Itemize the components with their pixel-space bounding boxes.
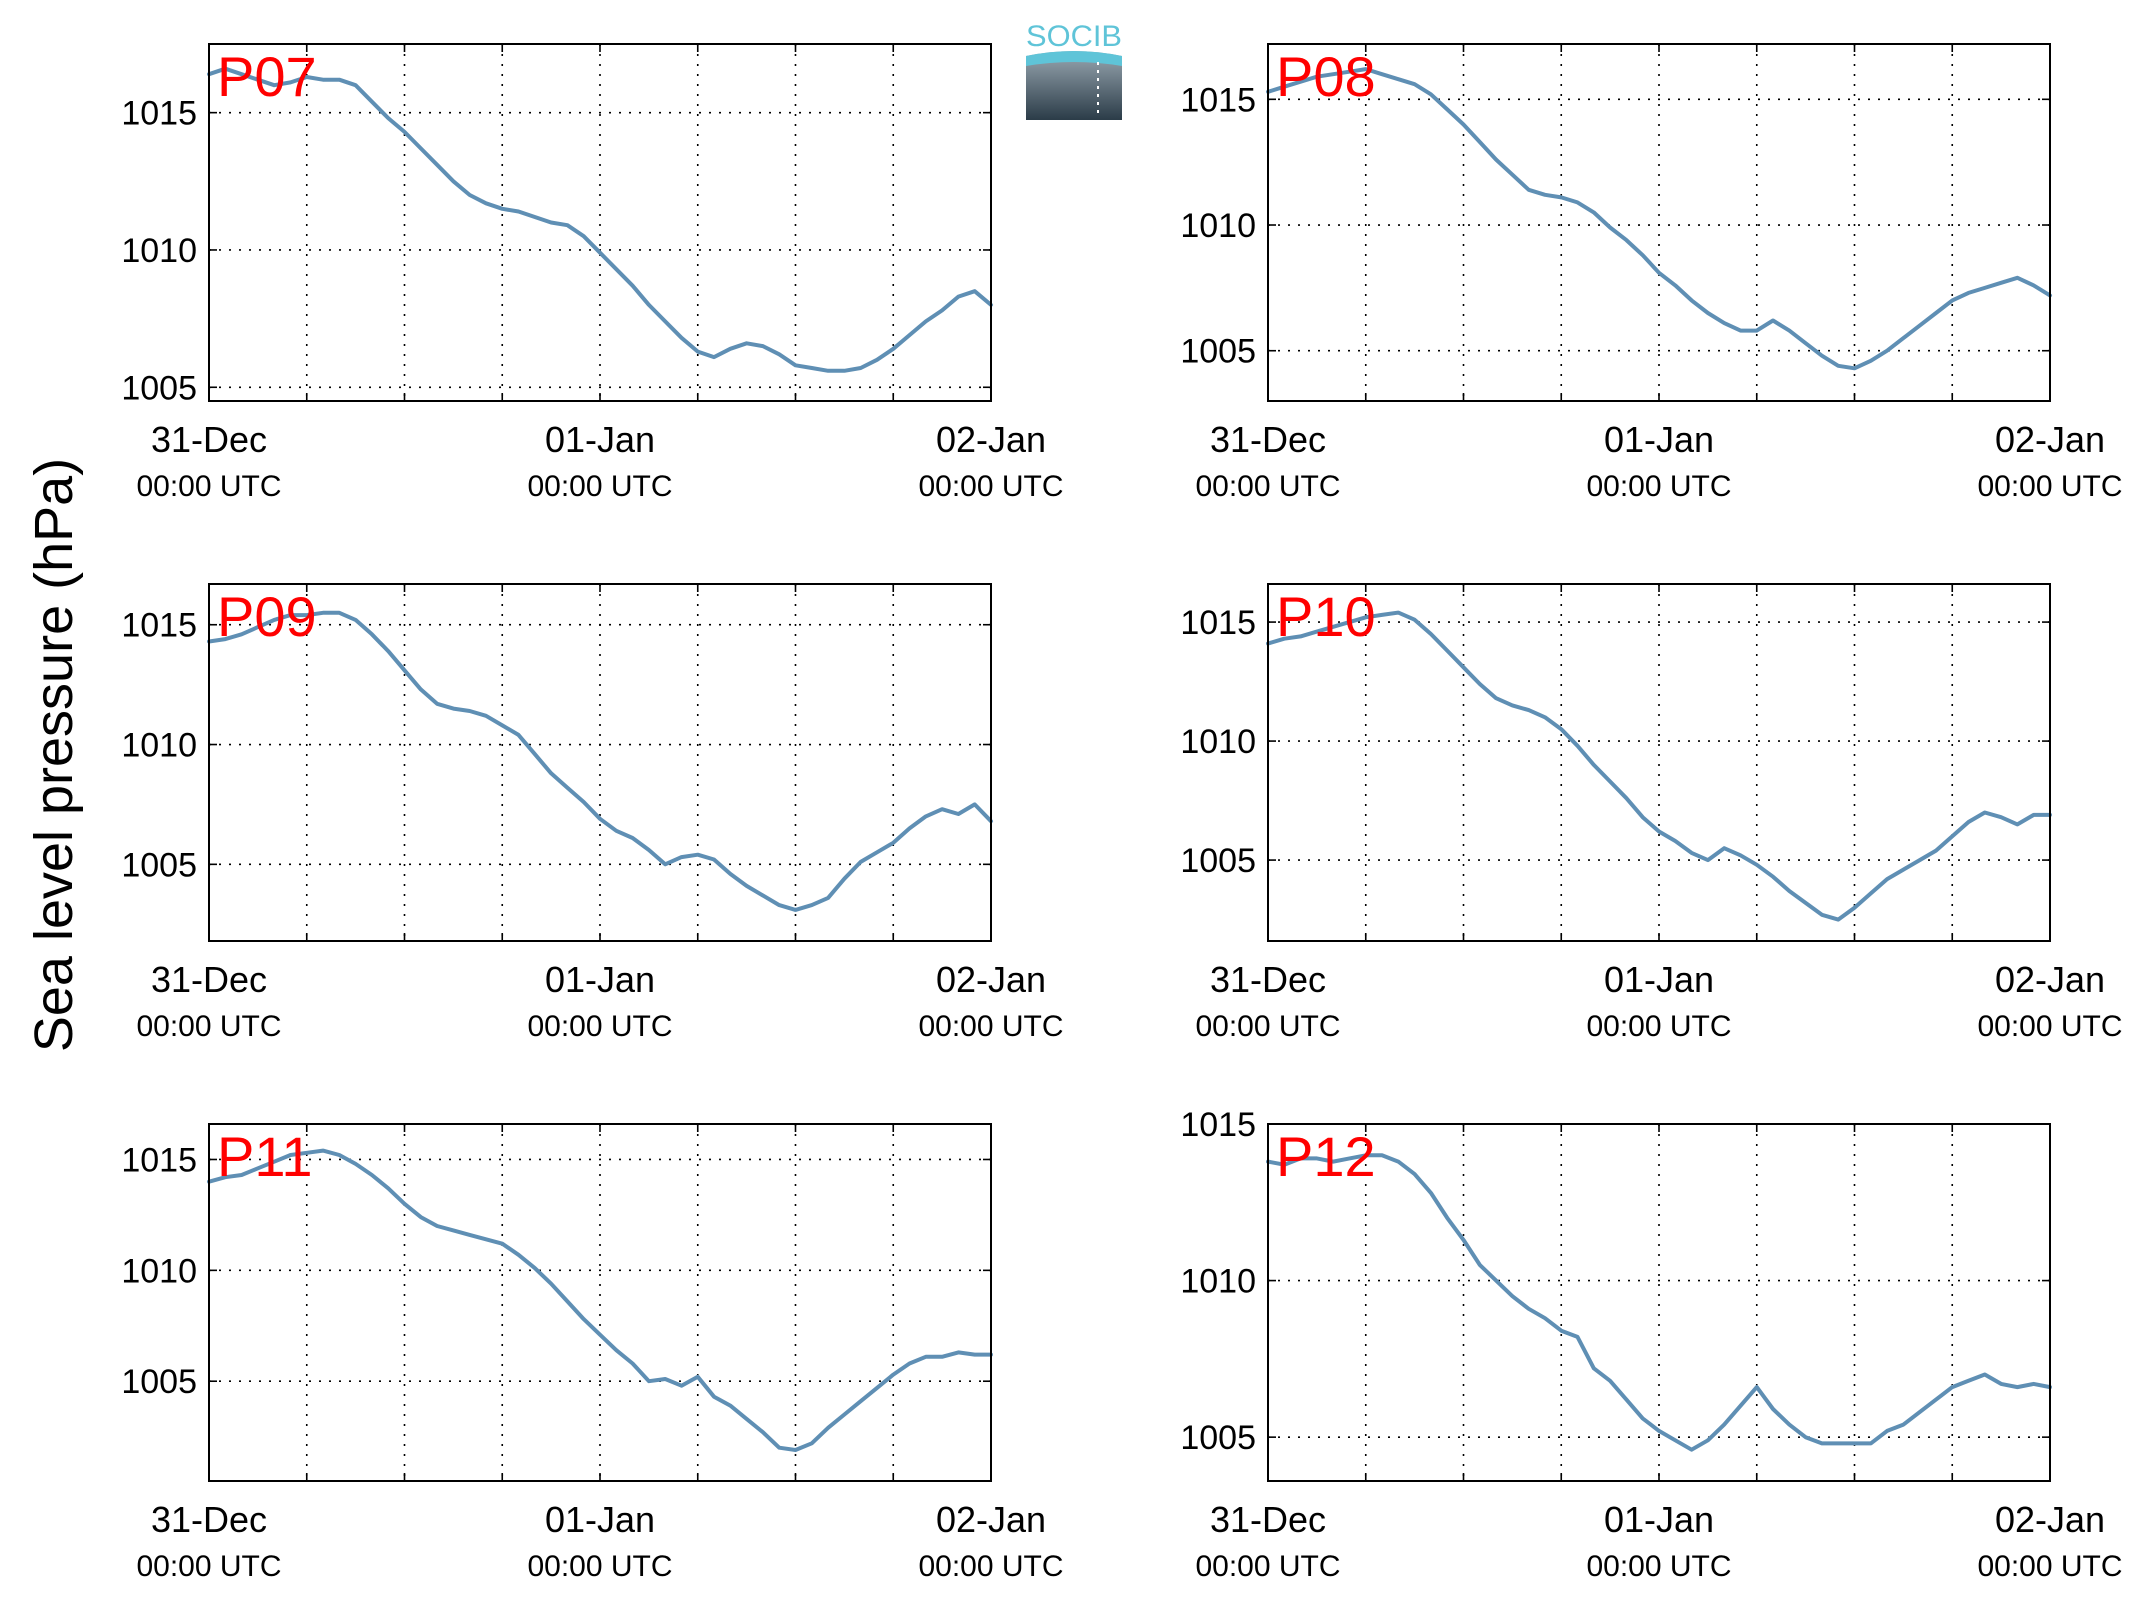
x-tick-label-date: 01-Jan xyxy=(545,1499,655,1540)
x-tick-label-time: 00:00 UTC xyxy=(1195,1010,1340,1043)
y-tick-label: 1010 xyxy=(1180,1263,1256,1301)
panels: 1005 1010 1015 31-Dec 00:00 UTC 01-Jan 00:00 U… xyxy=(121,43,2123,1583)
y-axis-label: Sea level pressure (hPa) xyxy=(24,458,84,1052)
socib-logo-text: SOCIB xyxy=(1026,20,1122,53)
x-tick-label-time: 00:00 UTC xyxy=(1977,1010,2122,1043)
series-line-p08 xyxy=(1266,67,2052,371)
x-tick-label-date: 01-Jan xyxy=(545,959,655,1000)
panel-p07: 1005 1010 1015 31-Dec 00:00 UTC 01-Jan 00:00 U… xyxy=(121,43,1064,503)
x-tick-label-date: 01-Jan xyxy=(1604,419,1714,460)
y-tick-label: 1010 xyxy=(121,727,197,765)
x-tick-label-time: 00:00 UTC xyxy=(918,1010,1063,1043)
x-tick-label-time: 00:00 UTC xyxy=(136,1550,281,1583)
panel-label: P12 xyxy=(1276,1125,1376,1188)
y-tick-label: 1005 xyxy=(1180,842,1256,880)
panel-p11: 1005 1010 1015 31-Dec 00:00 UTC 01-Jan 00:00 U… xyxy=(121,1123,1064,1583)
axes-frame xyxy=(1267,43,2051,402)
y-tick-label: 1005 xyxy=(121,369,197,407)
y-tick-label: 1010 xyxy=(1180,723,1256,761)
y-tick-label: 1015 xyxy=(121,95,197,133)
panel-label: P09 xyxy=(217,585,317,648)
x-tick-label-time: 00:00 UTC xyxy=(918,470,1063,503)
x-tick-label-date: 31-Dec xyxy=(151,1499,267,1540)
socib-logo: SOCIB xyxy=(1026,20,1122,120)
series-line-p09 xyxy=(207,610,993,912)
x-tick-label-time: 00:00 UTC xyxy=(527,1550,672,1583)
x-tick-label-time: 00:00 UTC xyxy=(136,470,281,503)
panel-label: P11 xyxy=(217,1125,312,1188)
panel-label: P07 xyxy=(217,45,317,108)
x-tick-label-time: 00:00 UTC xyxy=(136,1010,281,1043)
x-tick-label-time: 00:00 UTC xyxy=(527,1010,672,1043)
x-tick-label-time: 00:00 UTC xyxy=(918,1550,1063,1583)
x-tick-label-time: 00:00 UTC xyxy=(1195,470,1340,503)
series-line-p11 xyxy=(207,1148,993,1452)
x-tick-label-date: 31-Dec xyxy=(1210,1499,1326,1540)
x-tick-label-date: 02-Jan xyxy=(936,1499,1046,1540)
y-tick-label: 1015 xyxy=(121,607,197,645)
x-tick-label-time: 00:00 UTC xyxy=(1195,1550,1340,1583)
y-tick-label: 1015 xyxy=(1180,604,1256,642)
x-tick-label-date: 31-Dec xyxy=(1210,419,1326,460)
y-tick-label: 1010 xyxy=(121,232,197,270)
series-line-p10 xyxy=(1266,610,2052,922)
axes-frame xyxy=(208,1123,992,1482)
axes-frame xyxy=(208,43,992,402)
panel-label: P08 xyxy=(1276,45,1376,108)
x-tick-label-time: 00:00 UTC xyxy=(1586,470,1731,503)
y-tick-label: 1010 xyxy=(121,1252,197,1290)
panel-p09: 1005 1010 1015 31-Dec 00:00 UTC 01-Jan 00:00 U… xyxy=(121,583,1064,1043)
x-tick-label-time: 00:00 UTC xyxy=(1977,1550,2122,1583)
x-tick-label-date: 01-Jan xyxy=(1604,1499,1714,1540)
x-tick-label-date: 02-Jan xyxy=(936,959,1046,1000)
x-tick-label-time: 00:00 UTC xyxy=(1977,470,2122,503)
panel-label: P10 xyxy=(1276,585,1376,648)
y-tick-label: 1005 xyxy=(121,846,197,884)
series-line-p07 xyxy=(207,66,993,373)
panel-p10: 1005 1010 1015 31-Dec 00:00 UTC 01-Jan 00:00 U… xyxy=(1180,583,2123,1043)
y-tick-label: 1015 xyxy=(1180,81,1256,119)
x-tick-label-date: 02-Jan xyxy=(936,419,1046,460)
panel-p08: 1005 1010 1015 31-Dec 00:00 UTC 01-Jan 00:00 U… xyxy=(1180,43,2123,503)
x-tick-label-time: 00:00 UTC xyxy=(1586,1010,1731,1043)
x-tick-label-date: 01-Jan xyxy=(545,419,655,460)
x-tick-label-date: 31-Dec xyxy=(1210,959,1326,1000)
axes-frame xyxy=(208,583,992,942)
x-tick-label-date: 02-Jan xyxy=(1995,419,2105,460)
y-tick-label: 1005 xyxy=(1180,1419,1256,1457)
y-tick-label: 1015 xyxy=(121,1141,197,1179)
y-tick-label: 1005 xyxy=(1180,333,1256,371)
y-tick-label: 1015 xyxy=(1180,1106,1256,1144)
x-tick-label-date: 31-Dec xyxy=(151,419,267,460)
x-tick-label-date: 02-Jan xyxy=(1995,959,2105,1000)
x-tick-label-time: 00:00 UTC xyxy=(527,470,672,503)
y-tick-label: 1010 xyxy=(1180,207,1256,245)
axes-frame xyxy=(1267,583,2051,942)
x-tick-label-date: 02-Jan xyxy=(1995,1499,2105,1540)
x-tick-label-time: 00:00 UTC xyxy=(1586,1550,1731,1583)
series-line-p12 xyxy=(1266,1153,2052,1452)
panel-p12: 1005 1010 1015 31-Dec 00:00 UTC 01-Jan 00:00 U… xyxy=(1180,1106,2122,1583)
y-tick-label: 1005 xyxy=(121,1363,197,1401)
x-tick-label-date: 01-Jan xyxy=(1604,959,1714,1000)
axes-frame xyxy=(1267,1123,2051,1482)
x-tick-label-date: 31-Dec xyxy=(151,959,267,1000)
